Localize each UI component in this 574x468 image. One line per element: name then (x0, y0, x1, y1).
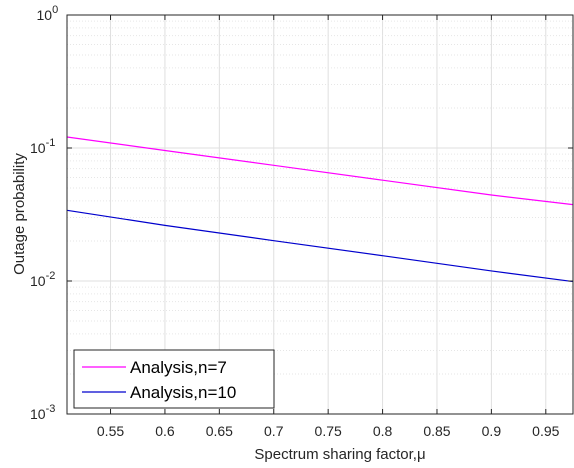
x-axis-ticks: 0.55 0.6 0.65 0.7 0.75 0.8 0.85 0.9 0.95 (97, 15, 560, 439)
x-tick-label: 0.6 (155, 423, 175, 439)
plot-frame (66, 14, 574, 415)
y-tick-label: 10-1 (30, 137, 55, 156)
series-line-1 (66, 136, 574, 206)
x-tick-label: 0.95 (532, 423, 559, 439)
plot-area (67, 15, 573, 414)
y-tick-label: 10-2 (30, 270, 55, 289)
y-axis-label: Outage probability (11, 153, 28, 275)
x-tick-label: 0.7 (264, 423, 284, 439)
legend-box (73, 349, 275, 409)
x-tick-label: 0.85 (423, 423, 450, 439)
legend-label: Analysis,n=7 (130, 358, 227, 377)
grid (67, 14, 573, 415)
x-tick-label: 0.55 (97, 423, 124, 439)
series-line-2 (66, 209, 574, 283)
x-tick-label: 0.9 (482, 423, 502, 439)
x-tick-label: 0.65 (206, 423, 233, 439)
legend-label: Analysis,n=10 (130, 383, 236, 402)
y-tick-label: 100 (37, 4, 59, 23)
y-tick-label: 10-3 (30, 403, 55, 422)
x-tick-label: 0.75 (315, 423, 342, 439)
legend: Analysis,n=7 Analysis,n=10 (73, 349, 275, 409)
x-axis-label: Spectrum sharing factor,μ (254, 446, 425, 463)
series-lines (66, 136, 574, 283)
x-tick-label: 0.8 (373, 423, 393, 439)
y-axis-ticks: 10-3 10-2 10-1 100 (30, 4, 573, 422)
